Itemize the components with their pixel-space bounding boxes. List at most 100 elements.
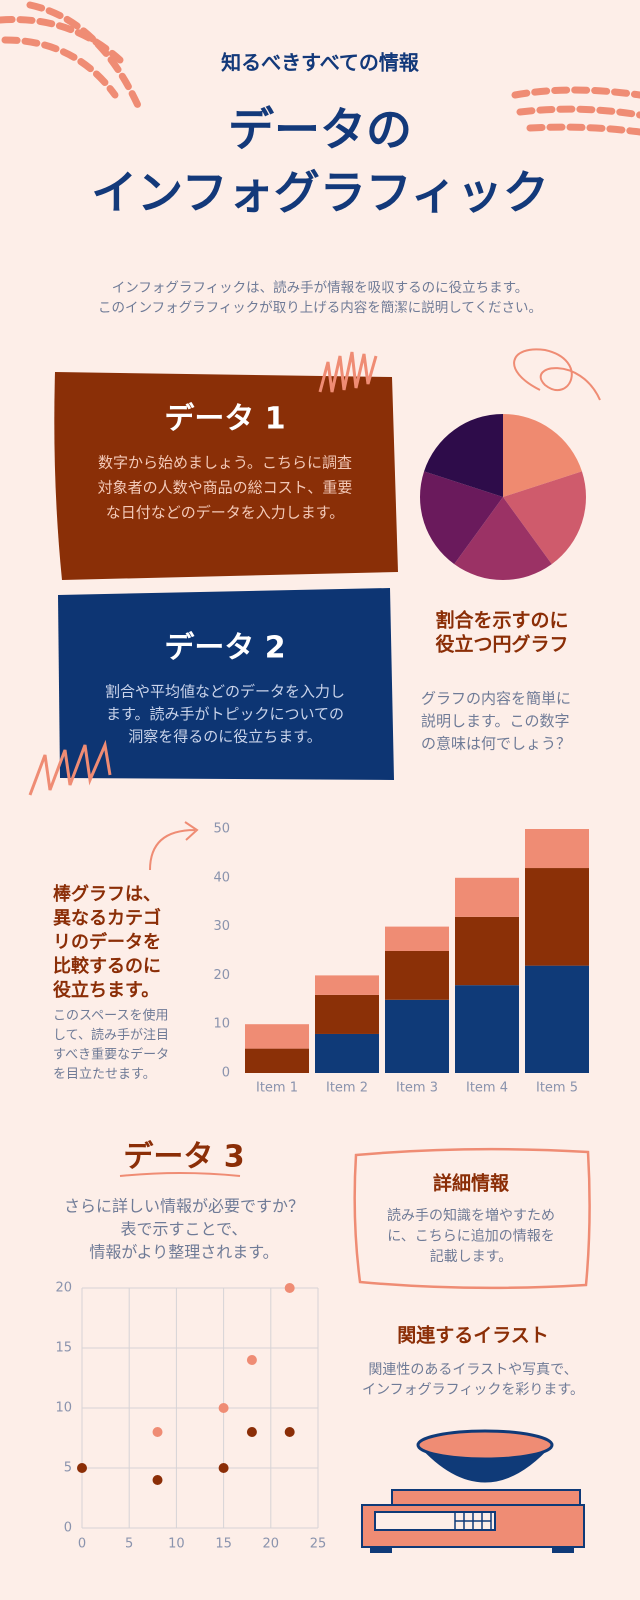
decoration — [0, 1, 640, 136]
y-tick-label: 20 — [213, 968, 230, 983]
bar-note-body: を目立たせます。 — [53, 1067, 156, 1082]
scatter-point — [218, 1403, 229, 1413]
section-body: 対象者の人数や商品の総コスト、重要 — [98, 479, 353, 497]
x-tick-label: 0 — [78, 1537, 86, 1552]
details-body: 記載します。 — [430, 1248, 513, 1265]
y-tick-label: 30 — [213, 919, 230, 934]
bar-segment — [525, 965, 589, 1073]
bar-note-body: して、読み手が注目 — [53, 1027, 169, 1043]
data1-box — [54, 372, 399, 580]
y-tick-label: 40 — [213, 870, 230, 885]
underline — [119, 1172, 241, 1177]
y-tick-label: 5 — [64, 1461, 72, 1476]
y-tick-label: 10 — [55, 1401, 72, 1416]
section-body: さらに詳しい情報が必要ですか？ — [64, 1197, 304, 1216]
x-tick-label: 20 — [263, 1537, 280, 1552]
x-tick-label: 5 — [125, 1537, 133, 1552]
bar-note-body: すべき重要なデータ — [53, 1047, 169, 1063]
section-body: ます。読み手がトピックについての — [106, 705, 344, 723]
y-tick-label: 10 — [213, 1017, 230, 1032]
main-title: インフォグラフィック — [91, 166, 549, 220]
bar-note-title: リのデータを — [53, 931, 161, 953]
section-title: データ 2 — [164, 631, 285, 666]
section-title: データ 1 — [164, 402, 285, 437]
section-body: 情報がより整理されます。 — [89, 1243, 278, 1262]
x-tick-label: Item 5 — [536, 1081, 578, 1096]
scatter-point — [152, 1427, 163, 1437]
pie-slice — [503, 414, 582, 497]
details-body: に、こちらに追加の情報を — [387, 1229, 555, 1245]
bar-segment — [525, 868, 589, 966]
bar-segment — [245, 1024, 309, 1049]
bar-note-title: 役立ちます。 — [53, 979, 159, 1001]
scatter-point — [77, 1463, 87, 1473]
arrow — [149, 821, 199, 871]
y-tick-label: 15 — [55, 1341, 72, 1356]
x-tick-label: 10 — [168, 1537, 185, 1552]
scribble — [318, 351, 378, 393]
pie-slice — [454, 497, 552, 581]
scatter-point — [246, 1427, 257, 1437]
data2-box — [58, 588, 394, 780]
illustration-body: 関連性のあるイラストや写真で、 — [368, 1362, 577, 1378]
intro: インフォグラフィックは、読み手が情報を吸収するのに役立ちます。 — [112, 280, 528, 296]
scatter-point — [246, 1355, 257, 1365]
bar-segment — [455, 985, 519, 1073]
bar-segment — [385, 951, 449, 1000]
details-body: 読み手の知識を増やすため — [387, 1207, 555, 1224]
pie-slice — [419, 471, 503, 565]
bar-note-title: 棒グラフは、 — [53, 883, 161, 905]
section-body: 表で示すことで、 — [121, 1220, 248, 1239]
pie-note: の意味は何でしょう？ — [421, 735, 571, 753]
x-tick-label: Item 1 — [256, 1081, 298, 1096]
x-tick-label: 15 — [215, 1537, 232, 1552]
illustration-title: 関連するイラスト — [397, 1324, 549, 1347]
pie-note: 説明します。この数字 — [421, 712, 570, 730]
pie-title: 役立つ円グラフ — [435, 633, 568, 656]
details-title: 詳細情報 — [433, 1172, 510, 1195]
bar-note-title: 異なるカテゴ — [53, 907, 161, 929]
bar-segment — [385, 999, 449, 1073]
x-tick-label: Item 4 — [466, 1081, 508, 1096]
y-tick-label: 20 — [55, 1281, 72, 1296]
section-body: 洞察を得るのに役立ちます。 — [128, 728, 322, 746]
bar-segment — [315, 975, 379, 995]
main-title: データの — [228, 103, 412, 157]
y-tick-label: 0 — [64, 1521, 72, 1536]
swirl — [513, 348, 601, 401]
x-tick-label: Item 2 — [326, 1081, 368, 1096]
bar-segment — [315, 994, 379, 1034]
y-tick-label: 0 — [222, 1066, 230, 1081]
pie-slice — [503, 471, 586, 565]
section-body: な日付などのデータを入力します。 — [106, 504, 345, 522]
x-tick-label: 25 — [310, 1537, 327, 1552]
scatter-point — [284, 1283, 295, 1293]
intro: このインフォグラフィックが取り上げる内容を簡潔に説明してください。 — [98, 299, 542, 316]
bar-segment — [525, 829, 589, 869]
scribble — [28, 739, 112, 796]
section-body: 数字から始めましょう。こちらに調査 — [98, 454, 352, 472]
bar-segment — [315, 1033, 379, 1073]
bar-note-body: このスペースを使用 — [53, 1008, 168, 1024]
illustration-body: インフォグラフィックを彩ります。 — [362, 1382, 584, 1398]
y-tick-label: 50 — [213, 822, 230, 837]
scatter-point — [218, 1463, 229, 1473]
pie-title: 割合を示すのに — [435, 609, 568, 632]
pie-slice — [424, 414, 503, 497]
bar-segment — [245, 1048, 309, 1073]
bar-segment — [455, 916, 519, 986]
kicker: 知るべきすべての情報 — [221, 51, 420, 75]
bar-note-title: 比較するのに — [53, 955, 161, 977]
x-tick-label: Item 3 — [396, 1081, 438, 1096]
section-title: データ 3 — [123, 1140, 244, 1175]
scatter-point — [284, 1427, 295, 1437]
scatter-point — [152, 1475, 163, 1485]
pie-note: グラフの内容を簡単に — [421, 690, 571, 708]
details-box — [353, 1147, 591, 1290]
bar-segment — [385, 926, 449, 951]
scale-illustration — [361, 1429, 585, 1553]
bar-segment — [455, 877, 519, 917]
section-body: 割合や平均値などのデータを入力し — [105, 683, 345, 701]
